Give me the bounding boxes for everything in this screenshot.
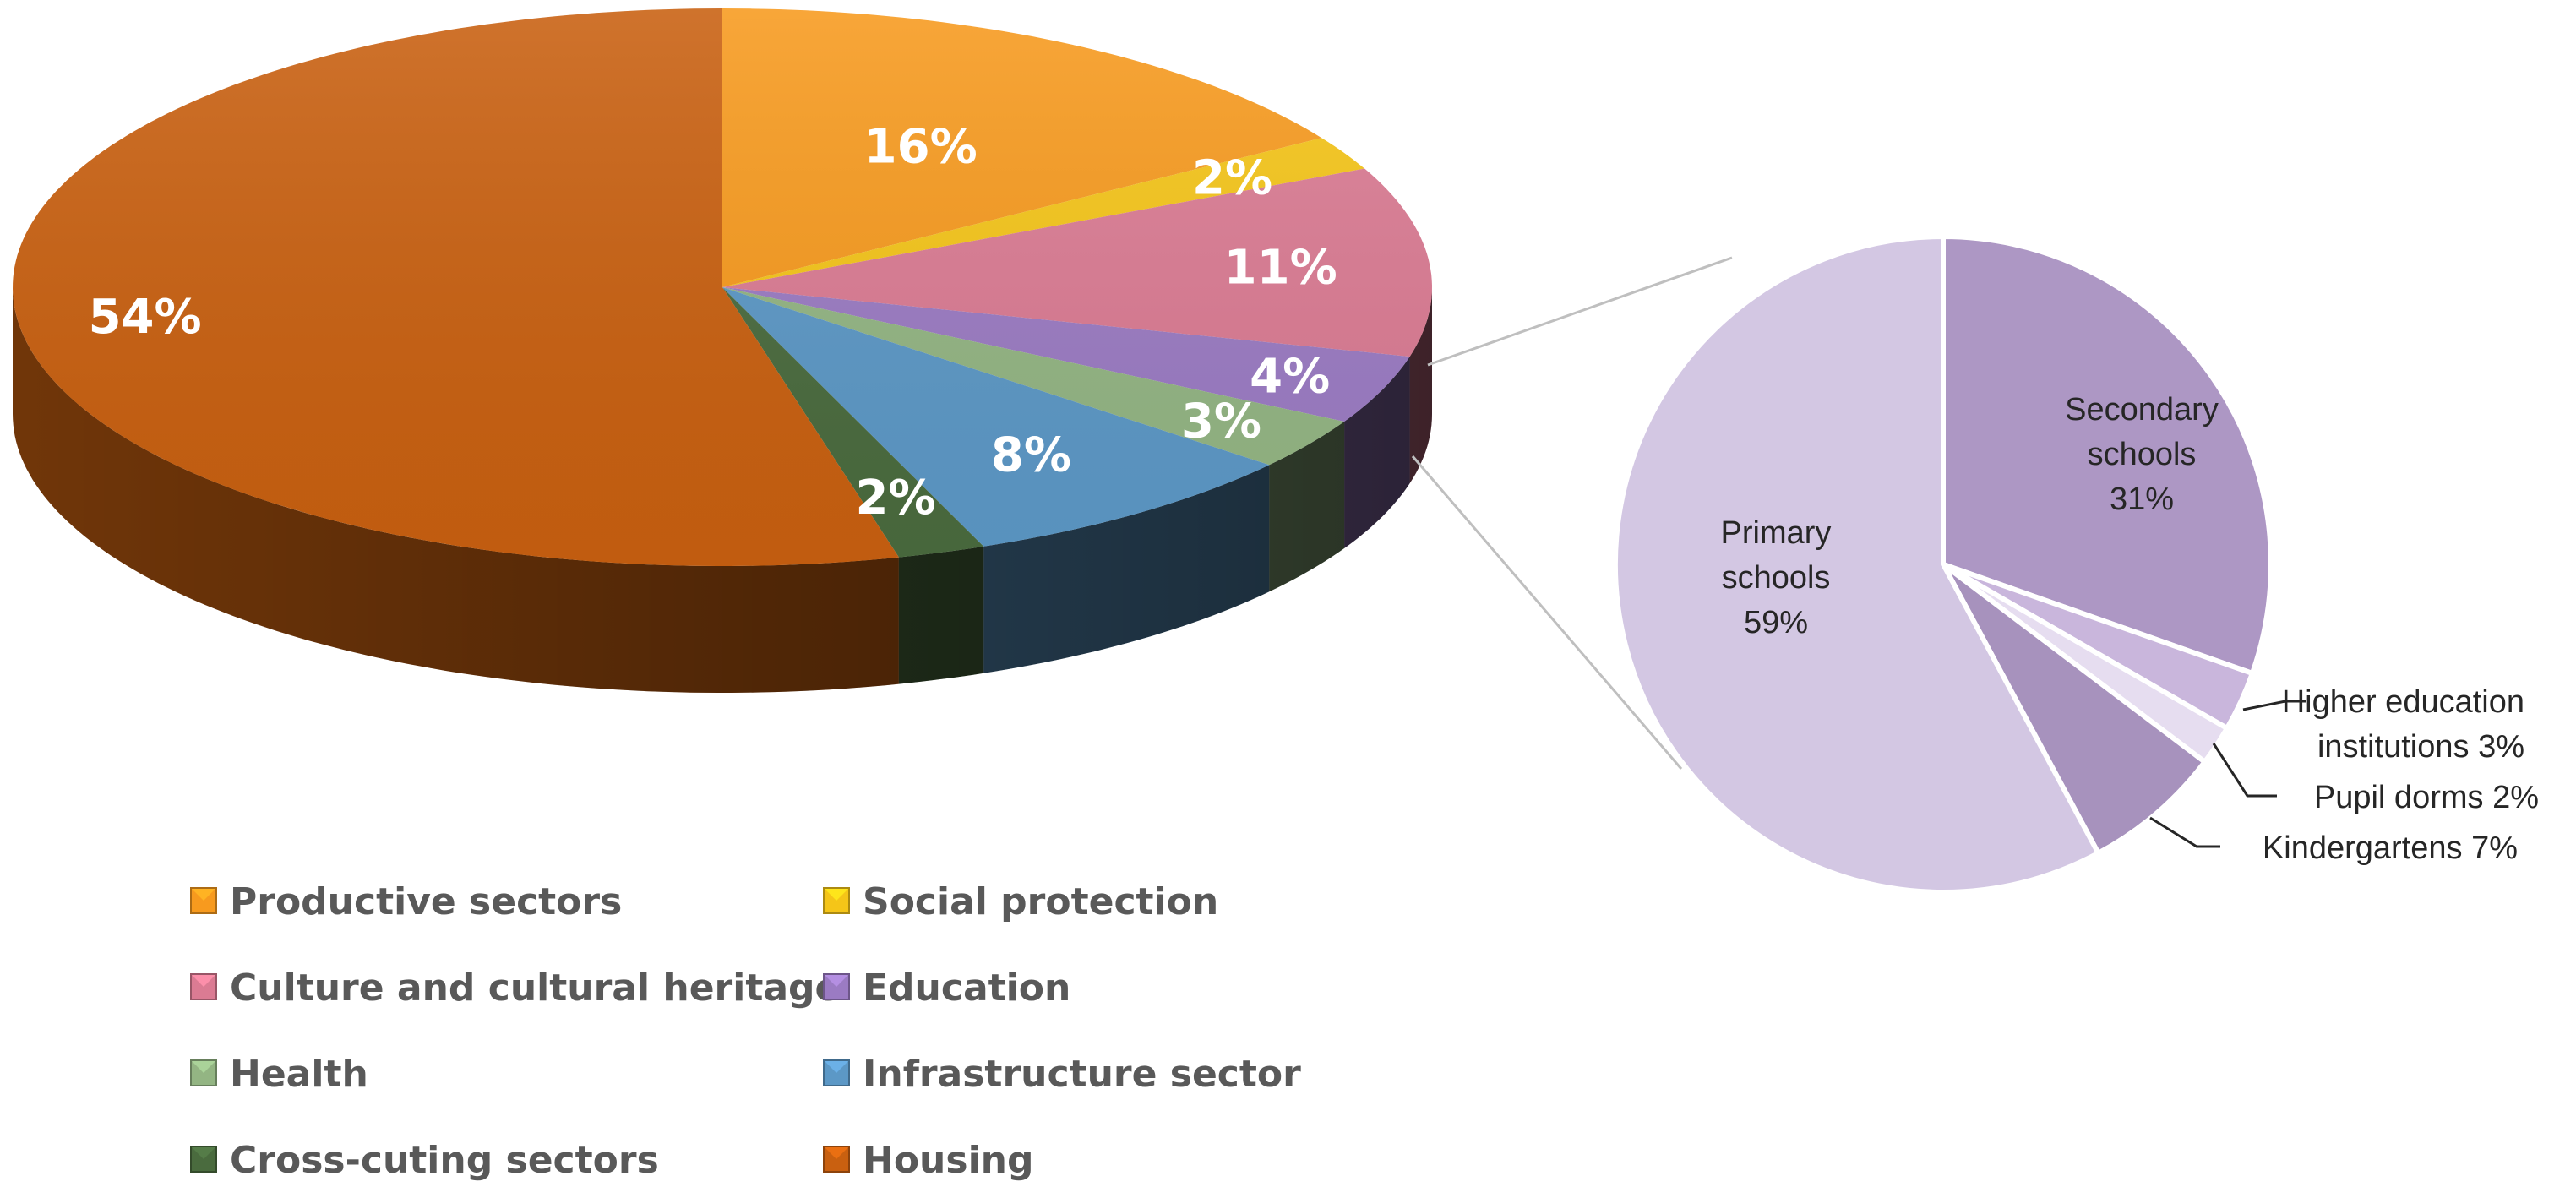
leader-pupil-dorms: [2212, 743, 2277, 798]
legend-swatch-bevel: [191, 1060, 216, 1073]
connector-bottom: [1411, 455, 1683, 770]
top-shading: [13, 8, 1432, 566]
value-label-social-protection: 2%: [1192, 151, 1272, 206]
legend-swatch-border: [823, 1146, 850, 1173]
sub-slice-secondary-schools: [1941, 234, 2274, 676]
legend-swatch-border: [190, 973, 217, 1000]
legend-item-cross-cuting-sectors: Cross-cuting sectors: [190, 1139, 659, 1182]
legend-item-education: Education: [823, 967, 1070, 1010]
legend-swatch-bevel: [824, 1146, 849, 1159]
legend-item-health: Health: [190, 1053, 368, 1096]
value-label-infrastructure-sector: 8%: [991, 428, 1071, 483]
legend-label: Productive sectors: [230, 880, 622, 923]
legend-swatch-border: [190, 1146, 217, 1173]
legend-label: Infrastructure sector: [863, 1053, 1301, 1096]
legend-item-productive-sectors: Productive sectors: [190, 880, 622, 923]
legend-swatch-border: [190, 1059, 217, 1086]
legend-swatch-border: [823, 1059, 850, 1086]
higher-education-label-line1: Higher education: [2282, 684, 2524, 720]
primary-schools-label-line1: Primary: [1721, 515, 1832, 551]
side-shading: [13, 287, 1432, 693]
legend-swatch-border: [823, 973, 850, 1000]
secondary-schools-label-line2: schools: [2088, 437, 2197, 472]
legend-item-social-protection: Social protection: [823, 880, 1218, 923]
main-pie-labels: 16% 2% 11% 4%3% 8% 2% 54%: [89, 119, 1337, 525]
value-label-cross-cuting-sectors: 2%: [856, 471, 936, 525]
legend-swatch-border: [190, 887, 217, 914]
primary-schools-label-line2: schools: [1722, 560, 1831, 596]
legend-swatch-bevel: [191, 888, 216, 901]
primary-schools-value: 59%: [1744, 605, 1808, 640]
legend-swatch-bevel: [824, 1060, 849, 1073]
legend-item-culture-and-cultural-heritage: Culture and cultural heritage: [190, 967, 840, 1010]
main-pie: [13, 8, 1432, 693]
leader-kindergartens: [2149, 816, 2220, 848]
higher-education-label-line2: institutions 3%: [2317, 729, 2524, 765]
leader-higher-education: [2242, 700, 2306, 711]
legend-label: Cross-cuting sectors: [230, 1139, 659, 1182]
legend: Productive sectors Social protection Cultu…: [190, 880, 1301, 1182]
value-label-education: 4%: [1250, 350, 1330, 405]
legend-swatch-bevel: [824, 888, 849, 901]
sub-slice-kindergartens: [1941, 562, 2208, 856]
legend-label: Housing: [863, 1139, 1033, 1182]
secondary-schools-value: 31%: [2110, 482, 2174, 517]
value-label-health: 3%: [1181, 395, 1261, 449]
kindergartens-label: Kindergartens 7%: [2263, 830, 2518, 866]
legend-item-housing: Housing: [823, 1139, 1033, 1182]
value-label-housing: 54%: [89, 290, 202, 345]
secondary-schools-label-line1: Secondary: [2065, 392, 2219, 427]
connector-lines: [1411, 256, 1733, 770]
sub-pie-labels: Secondary schools 31% Primary schools 59% High…: [1721, 392, 2539, 866]
sub-slice-primary-schools: [1612, 234, 2101, 895]
legend-swatch-bevel: [191, 974, 216, 987]
pupil-dorms-label: Pupil dorms 2%: [2314, 780, 2539, 815]
legend-label: Social protection: [863, 880, 1218, 923]
legend-label: Culture and cultural heritage: [230, 967, 840, 1010]
education-breakdown-pie: [1612, 234, 2274, 895]
legend-swatch-bevel: [824, 974, 849, 987]
legend-label: Education: [863, 967, 1070, 1010]
legend-swatch-bevel: [191, 1146, 216, 1159]
value-label-culture-and-cultural-heritage: 11%: [1224, 241, 1337, 296]
legend-item-infrastructure-sector: Infrastructure sector: [823, 1053, 1301, 1096]
value-label-productive-sectors: 16%: [864, 119, 978, 174]
legend-swatch-border: [823, 887, 850, 914]
connector-top: [1427, 256, 1733, 367]
legend-label: Health: [230, 1053, 368, 1096]
